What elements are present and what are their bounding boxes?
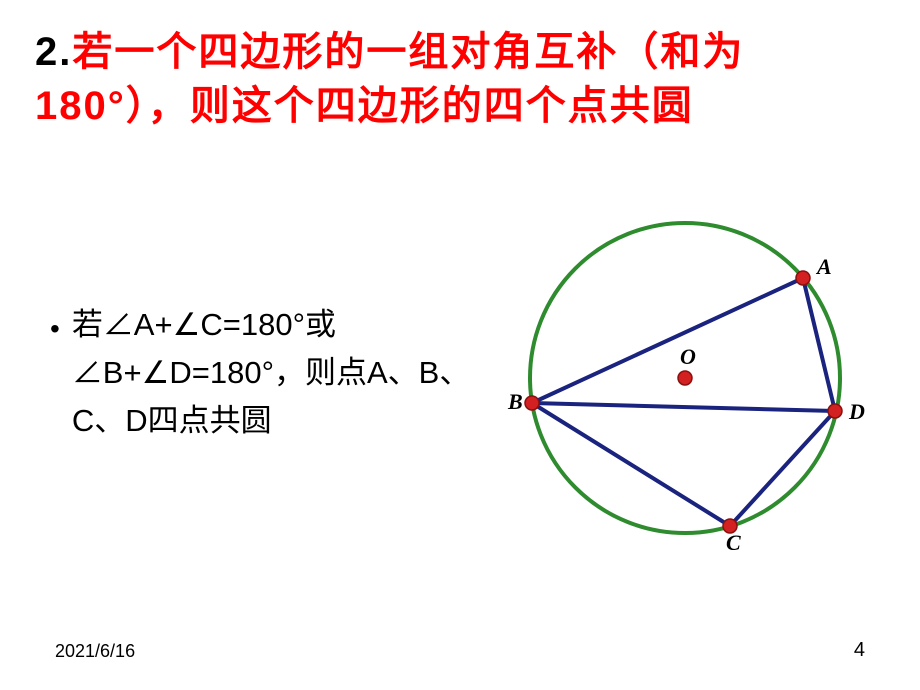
svg-text:A: A <box>815 254 832 279</box>
footer-date: 2021/6/16 <box>55 641 135 662</box>
title-text: 若一个四边形的一组对角互补（和为180°），则这个四边形的四个点共圆 <box>35 30 744 128</box>
svg-text:B: B <box>507 389 523 414</box>
bullet-marker: • <box>50 307 60 350</box>
diagram-column: O A B C D <box>480 193 890 553</box>
slide-title: 2.若一个四边形的一组对角互补（和为180°），则这个四边形的四个点共圆 <box>0 0 920 133</box>
body-area: • 若∠A+∠C=180°或∠B+∠D=180°，则点A、B、C、D四点共圆 O… <box>0 133 920 553</box>
geometry-diagram: O A B C D <box>505 193 865 553</box>
bullet-item: • 若∠A+∠C=180°或∠B+∠D=180°，则点A、B、C、D四点共圆 <box>50 301 480 445</box>
svg-text:D: D <box>848 399 865 424</box>
svg-text:O: O <box>680 344 696 369</box>
footer-page-number: 4 <box>854 639 865 662</box>
bullet-text: 若∠A+∠C=180°或∠B+∠D=180°，则点A、B、C、D四点共圆 <box>72 301 480 445</box>
title-number: 2. <box>35 30 72 74</box>
svg-text:C: C <box>726 530 741 553</box>
text-column: • 若∠A+∠C=180°或∠B+∠D=180°，则点A、B、C、D四点共圆 <box>50 301 480 445</box>
